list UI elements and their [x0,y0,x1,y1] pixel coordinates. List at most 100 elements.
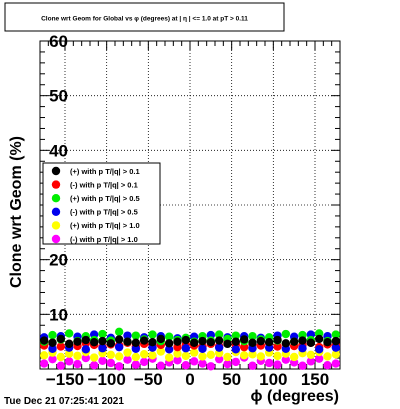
legend-marker [51,221,61,230]
data-point [81,335,91,345]
legend-marker [51,194,61,203]
data-point [181,335,191,345]
data-point [164,345,174,354]
chart-title: Clone wrt Geom for Global vs φ (degrees)… [41,16,248,23]
x-tick-label: −150 [46,370,84,389]
legend-label: (-) with p T/|q| > 0.5 [70,208,138,217]
data-point [164,332,174,341]
data-point [73,337,82,346]
data-point [48,344,57,353]
data-points [39,327,341,371]
data-point [131,338,141,347]
y-tick-label: 10 [49,305,68,324]
data-point [231,357,241,367]
data-point [131,360,141,369]
y-tick-label: 40 [49,141,68,160]
data-point [223,352,232,362]
data-point [123,337,132,346]
data-point [181,344,191,353]
data-point [231,337,241,346]
data-point [123,355,132,364]
data-point [189,357,199,366]
data-point [264,338,274,347]
data-point [106,339,116,348]
data-point [331,343,341,352]
data-point [48,338,57,347]
data-point [231,331,241,340]
legend-box [42,162,161,245]
data-point [164,353,174,362]
data-point [98,356,107,365]
data-point [89,338,99,347]
data-point [206,362,216,371]
data-point [214,330,224,339]
legend-marker [51,234,61,244]
data-point [114,342,124,352]
data-point [198,336,207,346]
data-point [39,359,49,368]
legend-label: (+) with p T/|q| > 1.0 [70,221,140,230]
data-point [273,360,282,369]
legend-marker [51,207,61,216]
data-point [173,356,182,365]
data-point [298,336,307,345]
data-point [239,342,249,352]
data-point [139,336,149,345]
x-tick-label: 0 [185,370,194,389]
y-axis-title: Clone wrt Geom (%) [8,136,25,288]
data-point [73,359,82,369]
data-point [198,344,207,353]
data-point [314,334,324,344]
data-point [64,357,74,366]
x-tick-label: 50 [222,370,241,389]
timestamp: Tue Dec 21 07:25:41 2021 [4,396,124,407]
data-point [206,338,216,347]
data-point [156,347,166,356]
data-point [98,344,107,353]
data-point [306,338,316,347]
data-point [81,345,91,354]
data-point [223,339,232,349]
data-point [131,344,141,353]
legend-label: (-) with p T/|q| > 0.1 [70,180,138,189]
data-point [48,330,57,340]
data-point [56,334,66,344]
y-tick-label: 60 [49,32,68,51]
data-point [273,335,282,345]
data-point [56,352,66,362]
data-point [173,337,182,346]
data-point [331,330,341,339]
data-point [189,348,199,357]
data-point [189,338,199,347]
data-point [323,352,332,361]
data-point [256,336,266,346]
data-point [198,359,207,368]
grid [40,41,340,369]
data-point [39,351,49,360]
data-point [306,350,316,359]
data-point [98,336,107,346]
data-point [214,354,224,364]
data-point [248,338,257,347]
data-point [39,336,49,345]
data-point [123,348,132,357]
data-point [273,351,282,361]
data-point [314,345,324,354]
x-tick-label: 100 [259,370,287,389]
data-point [298,361,307,370]
legend-marker [51,180,61,189]
data-point [98,329,107,339]
data-point [206,350,216,359]
data-point [248,350,257,359]
data-point [231,345,241,354]
data-point [239,335,249,344]
legend-marker [51,166,61,176]
legend-label: (+) with p T/|q| > 0.1 [70,167,140,176]
data-point [281,339,291,348]
data-point [314,354,324,363]
data-point [81,353,91,363]
y-tick-label: 20 [49,251,68,270]
data-point [323,338,332,347]
data-point [64,349,74,358]
